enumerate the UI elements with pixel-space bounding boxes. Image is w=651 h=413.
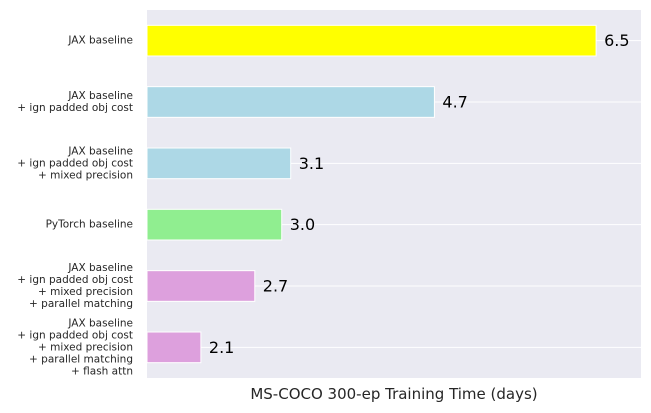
bar-value-label: 4.7 xyxy=(442,93,467,112)
y-tick-label-line: + parallel matching xyxy=(29,353,133,365)
y-tick-label-line: + ign padded obj cost xyxy=(17,102,133,114)
y-tick-label: JAX baseline + ign padded obj cost + mixed… xyxy=(17,317,133,377)
y-tick-label: JAX baseline + ign padded obj cost + mixed… xyxy=(17,145,133,181)
y-tick-label: JAX baseline + ign padded obj cost xyxy=(17,90,133,114)
y-tick-label-line: JAX baseline xyxy=(67,90,133,102)
bar-value-label: 2.1 xyxy=(209,338,234,357)
y-tick-label-line: JAX baseline xyxy=(67,262,133,274)
bar-value-label: 3.1 xyxy=(299,154,324,173)
y-tick-label-line: + mixed precision xyxy=(38,169,133,181)
bar xyxy=(146,147,292,180)
bar-value-label: 3.0 xyxy=(290,215,315,234)
bar xyxy=(146,208,283,241)
bar-value-label: 6.5 xyxy=(604,31,629,50)
y-tick-label-line: + mixed precision xyxy=(38,286,133,298)
y-tick-label-line: + mixed precision xyxy=(38,341,133,353)
y-tick-label-line: JAX baseline xyxy=(67,35,133,47)
y-tick-label-line: + parallel matching xyxy=(29,298,133,310)
bar xyxy=(146,270,256,302)
bar xyxy=(146,331,202,364)
value-labels: 6.5 4.7 3.1 3.0 2.7 2.1 xyxy=(209,31,630,357)
bar xyxy=(146,86,435,118)
y-tick-label: JAX baseline xyxy=(67,35,133,47)
y-tick-label-line: + flash attn xyxy=(71,365,133,377)
bars xyxy=(146,24,597,364)
y-tick-label-line: PyTorch baseline xyxy=(46,219,133,231)
y-tick-label: JAX baseline + ign padded obj cost + mixed… xyxy=(17,262,133,310)
y-tick-label: PyTorch baseline xyxy=(46,219,133,231)
y-tick-label-line: + ign padded obj cost xyxy=(17,329,133,341)
bar xyxy=(146,24,597,57)
y-tick-label-line: + ign padded obj cost xyxy=(17,274,133,286)
bar-value-label: 2.7 xyxy=(263,277,288,296)
plot-background xyxy=(147,10,641,378)
y-tick-label-line: + ign padded obj cost xyxy=(17,157,133,169)
y-tick-label-line: JAX baseline xyxy=(67,145,133,157)
y-tick-label-line: JAX baseline xyxy=(67,317,133,329)
x-axis-label: MS-COCO 300-ep Training Time (days) xyxy=(250,385,537,403)
